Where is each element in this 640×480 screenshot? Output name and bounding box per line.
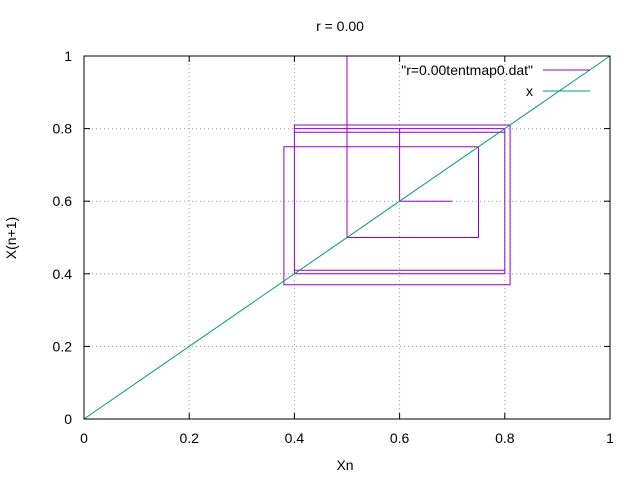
series-layer [83, 55, 611, 420]
y-tick-label: 0.8 [53, 121, 73, 137]
legend-label: "r=0.00tentmap0.dat" [401, 62, 533, 78]
chart-title: r = 0.00 [316, 18, 364, 34]
y-tick-label: 0.6 [53, 193, 73, 209]
y-axis-label: X(n+1) [3, 217, 19, 259]
x-axis-label: Xn [336, 457, 353, 473]
x-tick-label: 0 [80, 430, 88, 446]
legend-label: x [526, 83, 533, 99]
series-line-tentmap [283, 55, 610, 286]
y-tick-label: 1 [64, 48, 72, 64]
x-tick-label: 0.6 [390, 430, 410, 446]
grid-lines [84, 56, 610, 419]
plot-frame [83, 55, 611, 420]
axis-ticks: 0 0.2 0.4 0.6 0.8 1 0 0.2 0.4 0.6 0.8 1 [53, 48, 615, 446]
x-tick-label: 0.2 [179, 430, 199, 446]
y-tick-label: 0.2 [53, 338, 73, 354]
series-line-identity [83, 55, 611, 420]
x-tick-label: 1 [606, 430, 614, 446]
x-tick-label: 0.4 [285, 430, 305, 446]
x-tick-label: 0.8 [495, 430, 515, 446]
y-tick-label: 0.4 [53, 266, 73, 282]
y-tick-label: 0 [64, 411, 72, 427]
legend: "r=0.00tentmap0.dat" x [401, 62, 590, 99]
